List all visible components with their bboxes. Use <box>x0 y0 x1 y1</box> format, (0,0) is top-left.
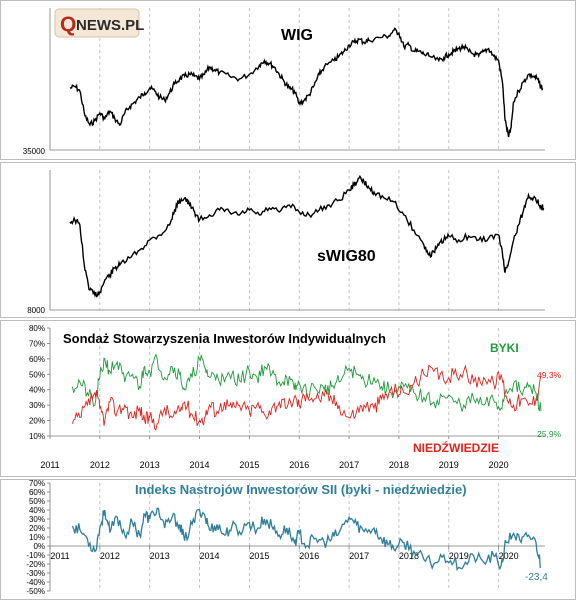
survey-xtick-label: 2018 <box>389 460 409 470</box>
sii-xtick-label: 2018 <box>399 551 419 561</box>
survey-ytick-label: 10% <box>29 432 45 441</box>
survey-xtick-label: 2016 <box>289 460 309 470</box>
series-layer <box>69 27 545 572</box>
survey-xtick-label: 2011 <box>40 460 59 470</box>
sii-ytick-label: 60% <box>29 488 45 497</box>
sii-panel-frame <box>0 479 576 600</box>
sii-title: Indeks Nastrojów Inwestorów SII (byki - … <box>135 482 467 497</box>
swig80-line <box>69 174 545 298</box>
survey-xtick-label: 2012 <box>90 460 110 470</box>
sii-last-value: -23,4 <box>525 572 548 583</box>
sii-xtick-label: 2014 <box>200 551 220 561</box>
survey-xtick-label: 2013 <box>140 460 160 470</box>
sii-xtick-label: 2017 <box>349 551 369 561</box>
survey-ytick-label: 30% <box>29 401 45 410</box>
survey-xtick-label: 2020 <box>489 460 509 470</box>
survey-xtick-label: 2019 <box>439 460 459 470</box>
sii-xtick-label: 2019 <box>449 551 469 561</box>
logo-text: NEWS.PL <box>76 17 144 34</box>
sii-xtick-label: 2013 <box>150 551 170 561</box>
sii-ytick-label: 30% <box>29 515 45 524</box>
sii-ytick-label: -50% <box>26 587 45 596</box>
wig-line <box>69 27 544 138</box>
qnews-logo: Q NEWS.PL <box>54 8 144 38</box>
swig80-panel-frame <box>0 162 576 318</box>
swig80-title: sWIG80 <box>317 248 376 265</box>
wig-title: WIG <box>281 27 313 44</box>
sii-ytick-label: 40% <box>29 506 45 515</box>
survey-xtick-label: 2017 <box>339 460 359 470</box>
survey-ytick-label: 80% <box>29 324 45 333</box>
bull-series-label: BYKI <box>490 341 519 355</box>
sii-ytick-label: 50% <box>29 497 45 506</box>
survey-xtick-label: 2014 <box>190 460 210 470</box>
sii-ytick-label: -10% <box>26 551 45 560</box>
bear-line <box>71 364 542 431</box>
sii-ytick-label: -40% <box>26 578 45 587</box>
sii-ytick-label: 10% <box>29 533 45 542</box>
bull-last-value: 25,9% <box>537 429 562 439</box>
wig-ytick-label: 35000 <box>23 147 46 156</box>
swig80-ytick-label: 8000 <box>27 306 45 315</box>
bear-series-label: NIEDŹWIEDZIE <box>413 440 499 455</box>
survey-title: Sondaż Stowarzyszenia Inwestorów Indywid… <box>63 331 386 346</box>
sii-ytick-label: -20% <box>26 560 45 569</box>
sii-xtick-label: 2011 <box>50 551 69 561</box>
sii-xtick-label: 2015 <box>249 551 269 561</box>
sii-ytick-label: 20% <box>29 524 45 533</box>
survey-ytick-label: 60% <box>29 355 45 364</box>
survey-ytick-label: 40% <box>29 386 45 395</box>
survey-ytick-label: 50% <box>29 370 45 379</box>
logo-q: Q <box>60 13 76 36</box>
survey-xtick-label: 2015 <box>239 460 259 470</box>
sii-xtick-label: 2020 <box>499 551 519 561</box>
bull-line <box>71 353 542 412</box>
axis-layer: 80%70%60%50%40%30%20%10%2011 2012 2013 2014… <box>26 8 545 596</box>
sii-xtick-label: 2012 <box>100 551 120 561</box>
sii-ytick-label: 70% <box>29 479 45 488</box>
survey-ytick-label: 70% <box>29 339 45 348</box>
sii-line <box>71 507 542 572</box>
bear-last-value: 49,3% <box>537 370 562 380</box>
sii-xtick-label: 2016 <box>299 551 319 561</box>
sii-ytick-label: -30% <box>26 569 45 578</box>
survey-ytick-label: 20% <box>29 417 45 426</box>
sii-ytick-label: 0% <box>33 542 45 551</box>
